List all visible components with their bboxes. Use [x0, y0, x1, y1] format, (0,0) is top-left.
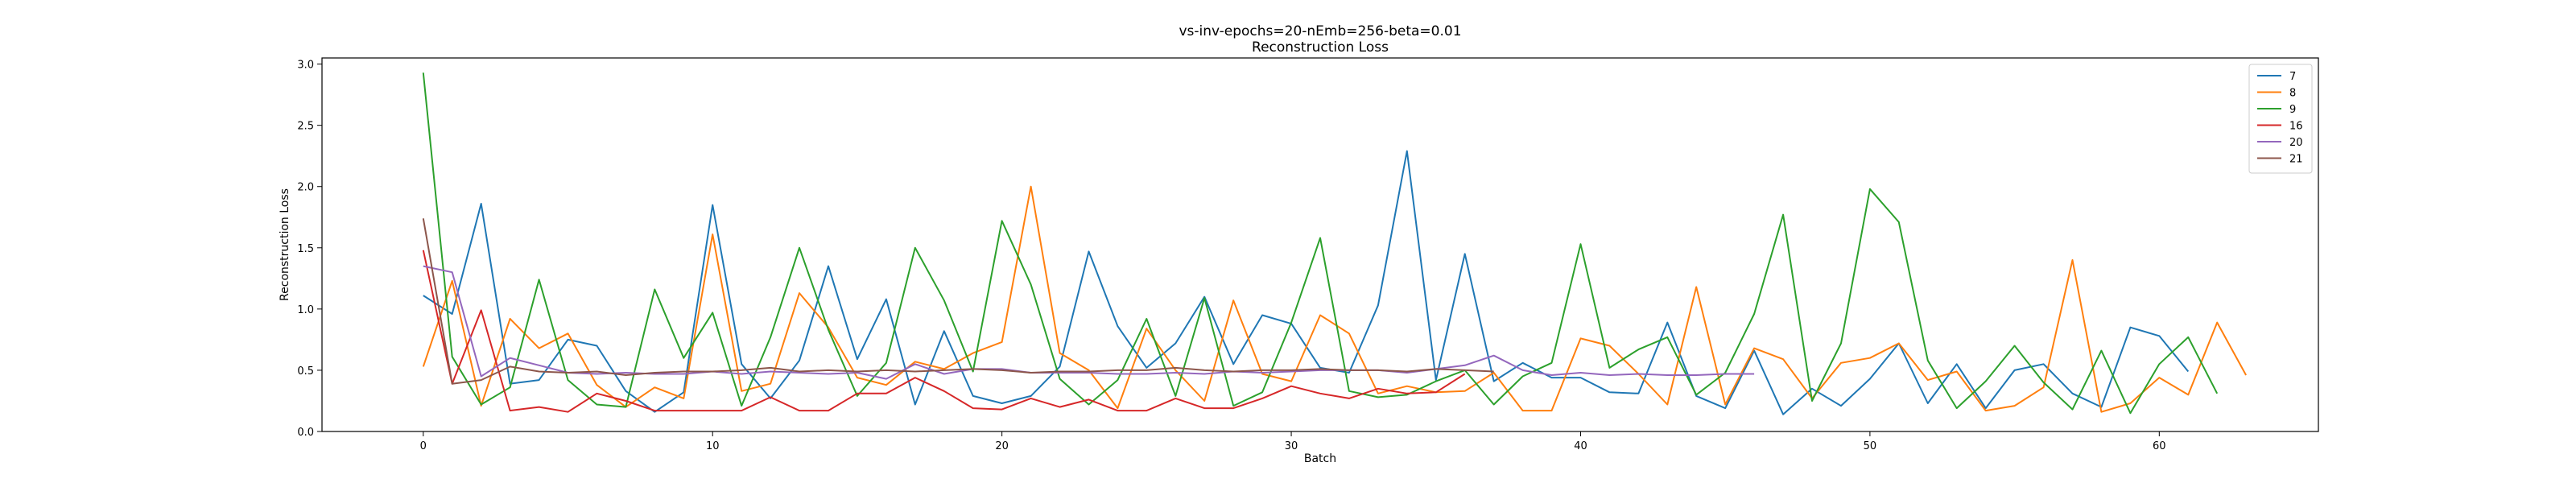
x-tick-label: 60 — [2153, 440, 2166, 452]
x-axis: 0 10 20 30 40 50 60 — [420, 431, 2166, 452]
plot-frame — [321, 57, 2319, 432]
x-tick-label: 0 — [420, 440, 427, 452]
y-axis-label: Reconstruction Loss — [279, 188, 291, 301]
legend-label-21: 21 — [2289, 154, 2303, 166]
series-line-8 — [422, 185, 2247, 413]
series-line-7 — [423, 150, 2190, 415]
legend: 7 8 9 16 20 21 — [2248, 64, 2313, 174]
y-tick-label: 1.5 — [297, 243, 314, 255]
x-axis-label: Batch — [1304, 452, 1336, 465]
y-axis: 0.0 0.5 1.0 1.5 2.0 2.5 3.0 — [297, 60, 322, 439]
y-tick-label: 2.5 — [297, 121, 314, 133]
legend-label-8: 8 — [2289, 88, 2296, 100]
series-line-20 — [423, 265, 1755, 380]
legend-label-20: 20 — [2289, 137, 2303, 149]
x-tick-label: 40 — [1574, 440, 1587, 452]
y-tick-label: 0.5 — [297, 365, 314, 378]
y-tick-label: 3.0 — [297, 60, 314, 72]
legend-label-9: 9 — [2289, 104, 2296, 116]
x-tick-label: 20 — [995, 440, 1009, 452]
chart-title: vs-inv-epochs=20-nEmb=256-beta=0.01 Reco… — [1179, 23, 1461, 56]
series-line-21 — [422, 218, 1494, 385]
chart-title-line-1: vs-inv-epochs=20-nEmb=256-beta=0.01 — [1179, 23, 1461, 39]
x-tick-label: 50 — [1864, 440, 1877, 452]
chart-title-line-2: Reconstruction Loss — [1252, 39, 1389, 56]
legend-label-16: 16 — [2289, 121, 2303, 133]
x-tick-label: 30 — [1285, 440, 1298, 452]
y-tick-label: 2.0 — [297, 182, 314, 194]
series-line-9 — [422, 72, 2219, 415]
y-tick-label: 1.0 — [297, 304, 314, 316]
x-tick-label: 10 — [706, 440, 720, 452]
series-line-16 — [422, 250, 1466, 413]
y-tick-label: 0.0 — [297, 427, 314, 439]
series-layer — [422, 72, 2247, 415]
legend-label-7: 7 — [2289, 71, 2296, 83]
